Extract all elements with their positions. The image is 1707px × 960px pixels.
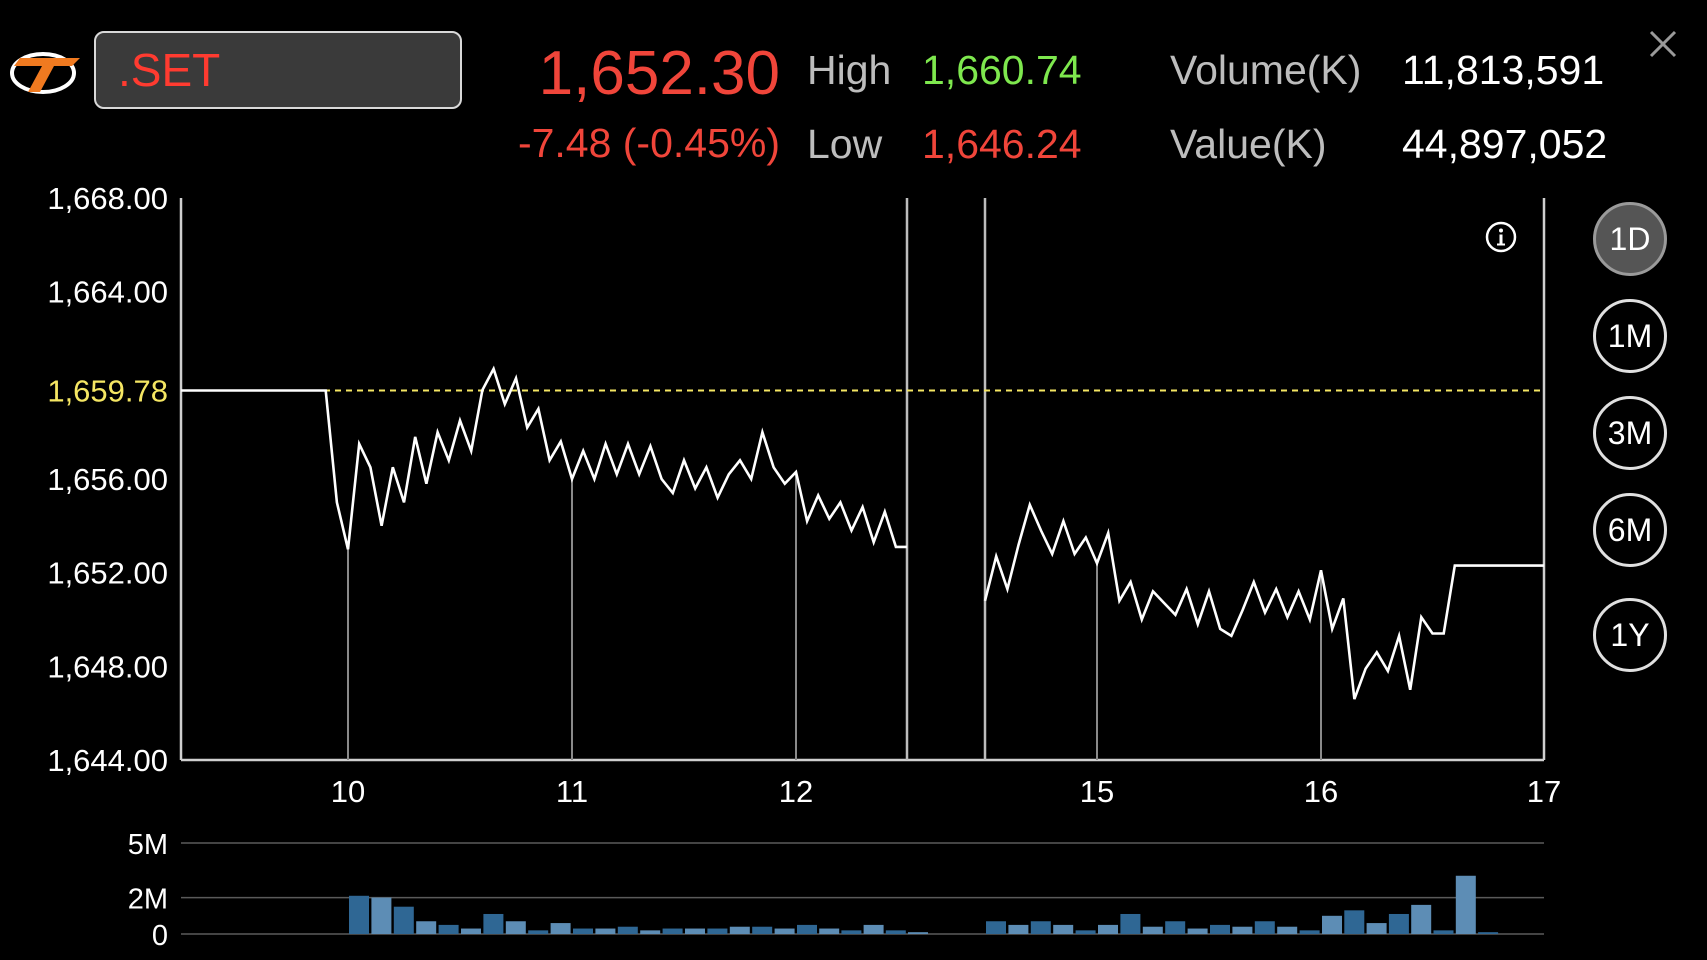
volume-bar (1478, 932, 1499, 934)
volume-bar (483, 913, 504, 934)
volume-bar (1322, 915, 1342, 934)
y-tick-label: 1,644.00 (47, 743, 168, 778)
x-tick-label: 11 (556, 774, 588, 809)
price-change: -7.48 (-0.45%) (517, 120, 780, 166)
volume-bar (640, 930, 661, 934)
volume-bar (1344, 910, 1365, 934)
volume-bar (528, 930, 549, 934)
volume-bar (617, 926, 638, 934)
y-tick-label: 1,668.00 (47, 181, 168, 216)
volume-tick-label: 0 (152, 920, 168, 952)
symbol-text: .SET (118, 44, 221, 96)
volume-bar (885, 930, 906, 934)
volume-bar (438, 924, 459, 934)
volume-bar (1008, 924, 1029, 934)
period-button-1m[interactable]: 1M (1593, 299, 1667, 373)
volume-value: 11,813,591 (1402, 47, 1605, 93)
volume-bar (1053, 924, 1074, 934)
x-tick-label: 15 (1080, 774, 1114, 809)
x-tick-label: 17 (1527, 774, 1561, 809)
volume-bar (595, 928, 616, 934)
volume-bar (1277, 926, 1298, 934)
period-button-3m[interactable]: 3M (1593, 396, 1667, 470)
x-tick-label: 16 (1304, 774, 1338, 809)
x-tick-label: 10 (331, 774, 365, 809)
y-tick-label: 1,659.78 (47, 373, 168, 408)
volume-bar (1388, 913, 1409, 934)
y-tick-label: 1,656.00 (47, 462, 168, 497)
info-icon[interactable] (1484, 220, 1518, 254)
low-label: Low (807, 121, 883, 167)
value-label: Value(K) (1170, 121, 1327, 167)
volume-label: Volume(K) (1170, 47, 1362, 93)
volume-bar (349, 895, 369, 934)
volume-tick-label: 5M (128, 829, 168, 861)
volume-bar (863, 924, 884, 934)
volume-bar (416, 921, 437, 934)
symbol-input[interactable]: .SET (94, 31, 462, 109)
value-value: 44,897,052 (1402, 121, 1608, 167)
volume-bar (1098, 924, 1118, 934)
last-price: 1,652.30 (538, 39, 780, 108)
volume-bar (1232, 926, 1253, 934)
high-value: 1,660.74 (922, 47, 1082, 93)
volume-bar (841, 930, 862, 934)
price-line-session-2 (983, 500, 1544, 700)
volume-bar (707, 928, 728, 934)
volume-bar (986, 921, 1006, 934)
volume-bar (685, 928, 705, 934)
volume-bar (729, 926, 750, 934)
volume-bar (774, 928, 795, 934)
volume-bar (908, 932, 928, 934)
volume-bar (1254, 921, 1275, 934)
volume-bar (1120, 913, 1141, 934)
volume-bar (819, 928, 840, 934)
volume-bar (461, 928, 481, 934)
volume-bar (752, 926, 773, 934)
volume-bar (1210, 924, 1230, 934)
volume-bar (573, 928, 593, 934)
period-button-1d[interactable]: 1D (1593, 202, 1667, 276)
volume-bar (1455, 875, 1476, 934)
volume-bar (371, 897, 392, 934)
volume-bar (797, 924, 817, 934)
x-tick-label: 12 (779, 774, 813, 809)
volume-bar (1299, 930, 1320, 934)
period-button-1y[interactable]: 1Y (1593, 598, 1667, 672)
volume-bar (662, 928, 683, 934)
volume-bar (393, 906, 414, 934)
close-icon[interactable] (1645, 26, 1681, 62)
low-value: 1,646.24 (922, 121, 1082, 167)
brand-logo (10, 52, 80, 94)
high-label: High (807, 47, 892, 93)
volume-bar (1075, 930, 1096, 934)
volume-bar (550, 923, 571, 934)
volume-bar (1030, 921, 1051, 934)
volume-bar (1411, 904, 1432, 934)
volume-bar (1366, 923, 1387, 934)
volume-bar (1142, 926, 1163, 934)
volume-bar (1433, 930, 1454, 934)
volume-bar (1187, 928, 1208, 934)
y-tick-label: 1,652.00 (47, 556, 168, 591)
volume-bar (1165, 921, 1186, 934)
volume-tick-label: 2M (128, 884, 168, 916)
price-line-session-1 (181, 365, 907, 550)
y-tick-label: 1,664.00 (47, 275, 168, 310)
volume-bar (505, 921, 526, 934)
y-tick-label: 1,648.00 (47, 649, 168, 684)
period-button-6m[interactable]: 6M (1593, 493, 1667, 567)
